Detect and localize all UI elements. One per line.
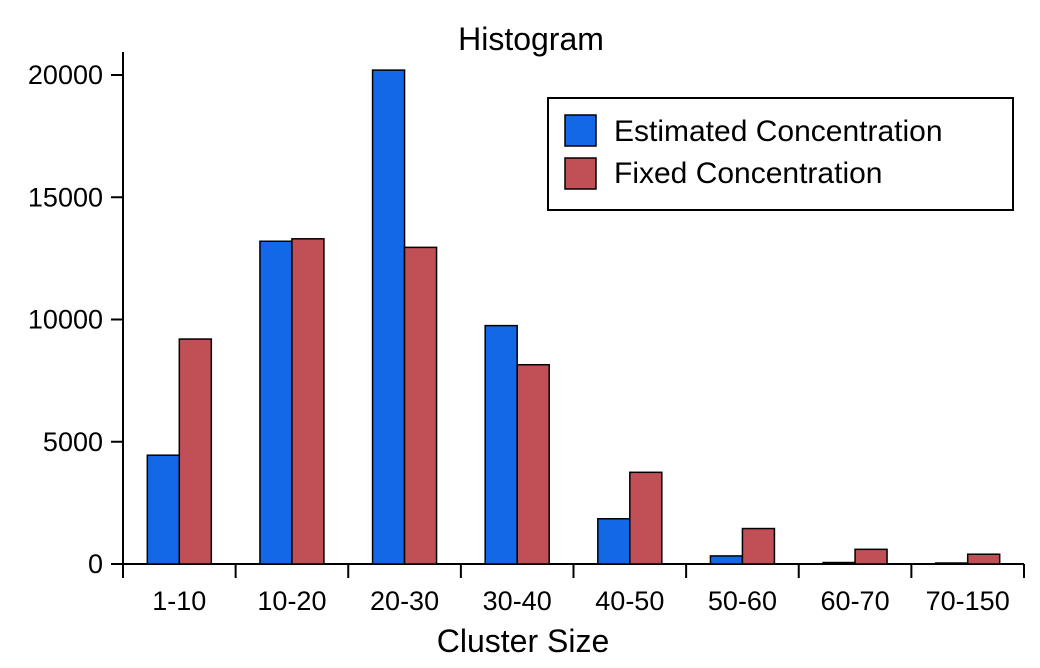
x-tick-label: 20-30 (370, 586, 439, 616)
bar-fixed-20-30 (403, 246, 438, 565)
bar-estimated-70-150 (934, 562, 969, 565)
x-tick-label: 30-40 (483, 586, 552, 616)
x-tick-label: 40-50 (595, 586, 664, 616)
x-tick-label: 10-20 (257, 586, 326, 616)
bar-estimated-60-70 (822, 561, 856, 565)
legend: Estimated Concentration Fixed Concentrat… (547, 97, 1014, 211)
bar-estimated-30-40 (484, 324, 518, 565)
x-axis-ticks: 1-10 10-20 20-30 30-40 40-50 50-60 60-70 70-150 (122, 564, 1025, 616)
legend-label-estimated: Estimated Concentration (614, 115, 943, 148)
bar-fixed-50-60 (741, 527, 776, 565)
bar-fixed-1-10 (178, 338, 213, 565)
bar-fixed-30-40 (516, 363, 550, 565)
bar-estimated-20-30 (371, 69, 406, 565)
legend-box (547, 97, 1014, 211)
bar-estimated-10-20 (259, 240, 293, 565)
bar-marks (146, 69, 1001, 565)
bar-fixed-10-20 (291, 238, 325, 565)
x-tick-label: 70-150 (926, 586, 1010, 616)
legend-swatch-estimated (564, 114, 597, 147)
y-tick-label: 20000 (28, 60, 103, 90)
y-axis-ticks: 0 5000 10000 15000 20000 (28, 60, 123, 579)
chart-title: Histogram (458, 21, 604, 57)
bar-estimated-50-60 (709, 555, 744, 565)
y-tick-label: 15000 (28, 182, 103, 212)
bar-estimated-1-10 (146, 454, 181, 565)
y-tick-label: 10000 (28, 305, 103, 335)
legend-swatch-fixed (564, 157, 597, 190)
bar-fixed-70-150 (966, 553, 1001, 565)
bar-estimated-40-50 (597, 518, 631, 565)
x-tick-label: 1-10 (152, 586, 206, 616)
x-tick-label: 50-60 (708, 586, 777, 616)
y-tick-label: 5000 (43, 427, 103, 457)
x-axis-title: Cluster Size (437, 623, 610, 659)
x-tick-label: 60-70 (821, 586, 890, 616)
bar-fixed-40-50 (629, 471, 663, 565)
y-tick-label: 0 (88, 549, 103, 579)
legend-label-fixed: Fixed Concentration (614, 157, 882, 190)
bar-fixed-60-70 (854, 548, 888, 565)
